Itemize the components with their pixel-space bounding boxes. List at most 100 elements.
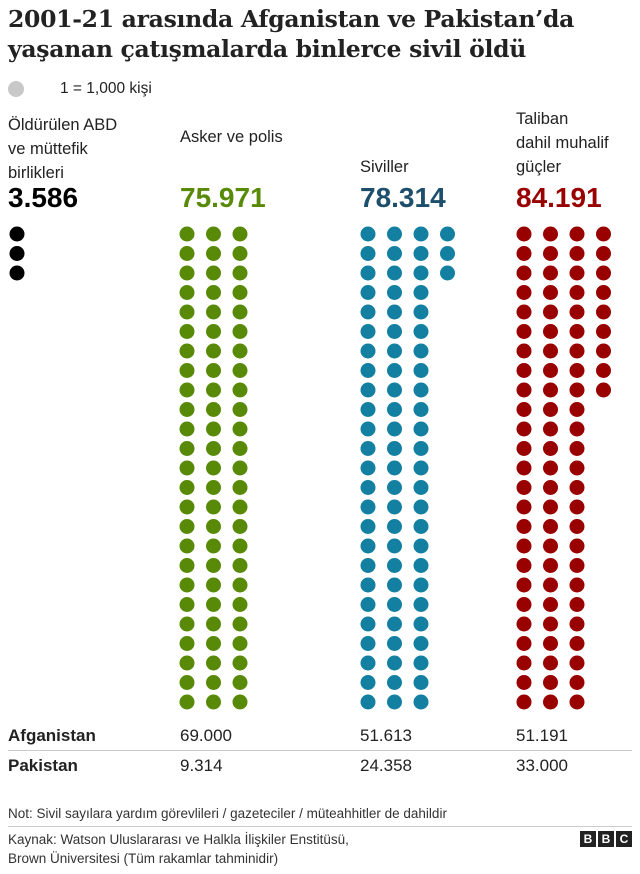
waffle-dot (440, 265, 455, 281)
waffle-dot (360, 577, 376, 593)
waffle-dot (413, 577, 429, 593)
waffle-dot (232, 499, 248, 515)
waffle-dot (387, 460, 402, 476)
waffle-dot (179, 499, 195, 515)
waffle-dot (232, 694, 248, 710)
waffle-dot (206, 246, 221, 261)
waffle-dot (360, 324, 376, 339)
waffle-dot (232, 675, 248, 690)
waffle-dot (543, 246, 558, 261)
waffle-dot (387, 226, 402, 242)
waffle-dot (413, 499, 429, 515)
waffle-dot (516, 363, 532, 378)
waffle-dot (413, 519, 429, 534)
waffle-dot (232, 538, 248, 554)
waffle-dot (413, 343, 429, 359)
waffle-dot (516, 226, 532, 242)
waffle-dot (569, 480, 585, 495)
waffle-dot (179, 675, 195, 690)
category-label-security-forces: Asker ve polis (180, 128, 283, 146)
waffle-dot (516, 577, 532, 593)
waffle-dot (206, 499, 221, 515)
waffle-dot (360, 246, 376, 261)
waffle-dot (179, 246, 195, 261)
waffle-dot (206, 285, 221, 300)
waffle-dot (206, 460, 221, 476)
waffle-dot (206, 655, 221, 671)
waffle-dot (413, 636, 429, 651)
waffle-dot (569, 285, 585, 300)
waffle-dot (413, 324, 429, 339)
waffle-dot (387, 246, 402, 261)
waffle-dot (232, 246, 248, 261)
waffle-dot (440, 226, 455, 242)
waffle-dot (596, 304, 611, 320)
waffle-dot (543, 265, 558, 281)
waffle-dot (516, 421, 532, 437)
legend: 1 = 1,000 kişi (8, 78, 152, 100)
waffle-dot (543, 285, 558, 300)
waffle-dot (360, 538, 376, 554)
waffle-dot (206, 304, 221, 320)
waffle-dot (413, 304, 429, 320)
waffle-dot (516, 499, 532, 515)
waffle-dot (179, 694, 195, 710)
waffle-dot (596, 382, 611, 398)
waffle-dot (516, 694, 532, 710)
waffle-dot (179, 480, 195, 495)
waffle-dot (360, 226, 376, 242)
waffle-dot (543, 304, 558, 320)
waffle-dot (232, 441, 248, 456)
waffle-dot (569, 694, 585, 710)
waffle-dot (9, 265, 25, 281)
waffle-dot (206, 694, 221, 710)
waffle-dot (516, 304, 532, 320)
waffle-dot (360, 402, 376, 417)
waffle-dot (413, 265, 429, 281)
waffle-dot (360, 421, 376, 437)
cell-pakistan-civilians: 24.358 (360, 756, 412, 775)
waffle-dot (543, 655, 558, 671)
waffle-dot (413, 441, 429, 456)
waffle-dot (569, 363, 585, 378)
waffle-dot (543, 441, 558, 456)
waffle-dot (360, 675, 376, 690)
waffle-dot (543, 675, 558, 690)
waffle-dot (232, 460, 248, 476)
waffle-dot (413, 285, 429, 300)
waffle-dot (179, 304, 195, 320)
waffle-dot (232, 343, 248, 359)
waffle-dot (516, 480, 532, 495)
waffle-dot (569, 246, 585, 261)
waffle-dot (179, 597, 195, 612)
waffle-dot (232, 285, 248, 300)
waffle-dot (206, 363, 221, 378)
waffle-dot (516, 538, 532, 554)
waffle-dot (387, 421, 402, 437)
waffle-dot (596, 226, 611, 242)
waffle-dot (9, 226, 25, 242)
waffle-dot (569, 265, 585, 281)
waffle-dot (179, 226, 195, 242)
waffle-dot (206, 597, 221, 612)
waffle-dot (360, 558, 376, 573)
waffle-dot (206, 441, 221, 456)
waffle-dot (232, 597, 248, 612)
waffle-dot (179, 265, 195, 281)
table-divider (8, 750, 632, 751)
waffle-dot (569, 655, 585, 671)
waffle-dot (179, 519, 195, 534)
waffle-dot (387, 597, 402, 612)
waffle-dot (543, 538, 558, 554)
bbc-logo: B B C (580, 831, 632, 847)
waffle-dot (569, 421, 585, 437)
waffle-dot (413, 363, 429, 378)
waffle-dot (569, 402, 585, 417)
waffle-dot (413, 382, 429, 398)
bbc-logo-letter: B (598, 831, 614, 847)
waffle-dot (413, 655, 429, 671)
waffle-dot (543, 460, 558, 476)
waffle-dot (387, 636, 402, 651)
waffle-dot (543, 324, 558, 339)
waffle-dot (569, 304, 585, 320)
